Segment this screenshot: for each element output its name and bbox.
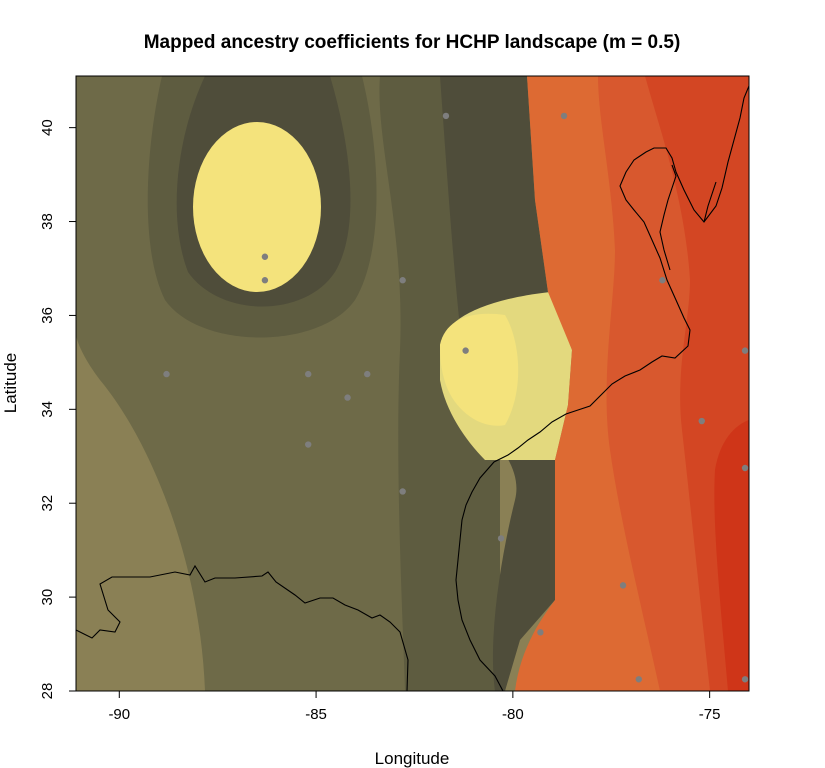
sample-point [537,629,544,636]
region-yellow-north-core [209,173,305,277]
delaware-bay [703,181,717,223]
ancestry-regions [76,76,749,691]
sample-point [741,347,749,354]
chesapeake-bay [659,164,677,271]
y-axis-label: Latitude [1,353,20,414]
x-tick-label: -80 [502,706,524,723]
sample-point [399,488,406,495]
x-axis-label: Longitude [375,749,450,768]
sample-point [741,676,749,683]
sample-point [399,277,406,284]
atlantic-coastline [455,85,749,691]
sample-point [659,277,666,284]
x-axis: -90 -85 -80 -75 [108,691,720,723]
sample-point [619,582,627,589]
sample-point [560,112,568,120]
y-tick-label: 30 [39,589,56,606]
x-tick-label: -85 [305,706,327,723]
sample-points [163,112,749,683]
y-axis: 28 30 32 34 36 38 40 [39,119,76,699]
region-red-dark [714,420,749,691]
sample-point [635,676,643,683]
chart-title: Mapped ancestry coefficients for HCHP la… [144,32,681,53]
sample-point [462,347,469,354]
sample-point [497,535,505,542]
sample-point [698,417,705,425]
sample-point [364,370,371,378]
x-tick-label: -75 [699,706,721,723]
sample-point [261,253,269,260]
y-tick-label: 32 [39,495,56,512]
x-tick-label: -90 [108,706,130,723]
sample-point [163,370,170,378]
y-tick-label: 28 [39,683,56,700]
region-yellow-south-core [440,313,519,426]
sample-point [344,394,351,401]
y-tick-label: 34 [39,401,56,418]
y-tick-label: 40 [39,119,56,136]
gulf-coastline [76,564,409,691]
sample-point [442,112,450,120]
y-tick-label: 36 [39,307,56,324]
sample-point [741,464,749,472]
sample-point [261,277,269,284]
plot-frame [75,75,750,692]
sample-point [305,441,312,448]
coastline [76,85,749,691]
sample-point [305,370,312,378]
y-tick-label: 38 [39,213,56,230]
